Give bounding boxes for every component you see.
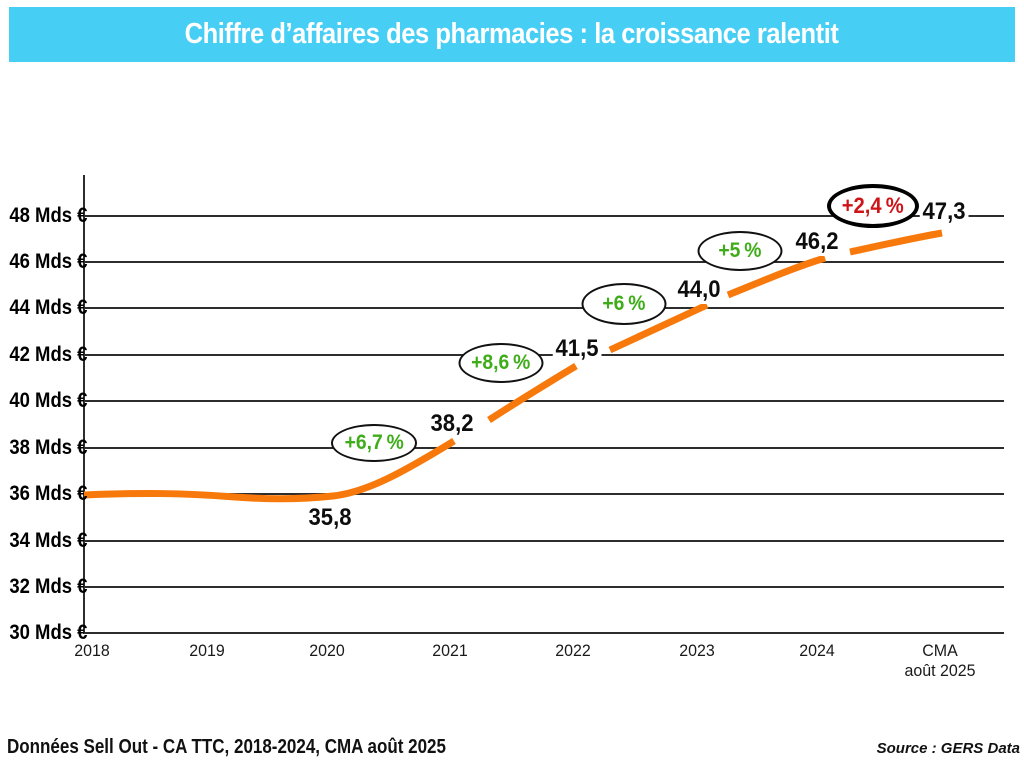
y-tick-42mds: 42 Mds €: [9, 343, 88, 366]
value-label-2023: 44,0: [674, 276, 724, 304]
page-title: Chiffre d’affaires des pharmacies : la c…: [185, 18, 839, 50]
revenue-curve-segment-2023-2024: [726, 254, 827, 299]
x-tick-2021: 2021: [432, 641, 468, 660]
y-tick-30mds: 30 Mds €: [9, 621, 88, 644]
source-credit: Source : GERS Data: [876, 740, 1020, 757]
y-tick-38mds: 38 Mds €: [9, 436, 88, 459]
data-scope-note: Données Sell Out - CA TTC, 2018-2024, CM…: [7, 736, 446, 758]
growth-badge-2023-label: +6 %: [602, 292, 646, 315]
x-tick-2024: 2024: [799, 641, 835, 660]
gridlines: [84, 215, 1004, 634]
y-tick-48mds: 48 Mds €: [9, 204, 88, 227]
growth-badge-2025-label: +2,4 %: [841, 193, 905, 218]
x-tick-2020: 2020: [309, 641, 345, 660]
x-tick-2019: 2019: [189, 641, 225, 660]
y-tick-46mds: 46 Mds €: [9, 250, 88, 273]
growth-badge-2023: +6 %: [581, 283, 667, 325]
y-tick-36mds: 36 Mds €: [9, 482, 88, 505]
x-tick-2023: 2023: [679, 641, 715, 660]
growth-badge-2021: +6,7 %: [331, 424, 417, 462]
revenue-curve-segment-2022-2023: [608, 301, 709, 354]
title-banner: Chiffre d’affaires des pharmacies : la c…: [9, 7, 1015, 62]
growth-badge-2024-label: +5 %: [718, 239, 762, 262]
value-label-2024: 46,2: [792, 228, 842, 256]
growth-badge-2022-label: +8,6 %: [471, 351, 531, 374]
x-tick-cma-aout-2025: CMA août 2025: [904, 641, 976, 680]
revenue-curve-segment-2018-2021: [83, 438, 456, 503]
revenue-curve-segment-2024-2025: [849, 229, 943, 256]
revenue-curve-segment-2021-2022: [487, 362, 578, 423]
y-tick-34mds: 34 Mds €: [9, 529, 88, 552]
y-tick-32mds: 32 Mds €: [9, 575, 88, 598]
revenue-curve: [83, 229, 943, 503]
growth-badge-2021-label: +6,7 %: [344, 431, 404, 454]
x-tick-2022: 2022: [555, 641, 591, 660]
growth-badge-2024: +5 %: [697, 231, 783, 271]
value-label-2021: 38,2: [427, 410, 477, 438]
x-tick-2018: 2018: [74, 641, 110, 660]
value-label-2020: 35,8: [305, 504, 355, 532]
value-label-2022: 41,5: [552, 335, 602, 363]
growth-badge-2025-emphasized: +2,4 %: [827, 184, 919, 228]
growth-badge-2022: +8,6 %: [458, 343, 544, 383]
y-tick-44mds: 44 Mds €: [9, 296, 88, 319]
value-label-2025: 47,3: [919, 198, 969, 226]
y-tick-40mds: 40 Mds €: [9, 389, 88, 412]
